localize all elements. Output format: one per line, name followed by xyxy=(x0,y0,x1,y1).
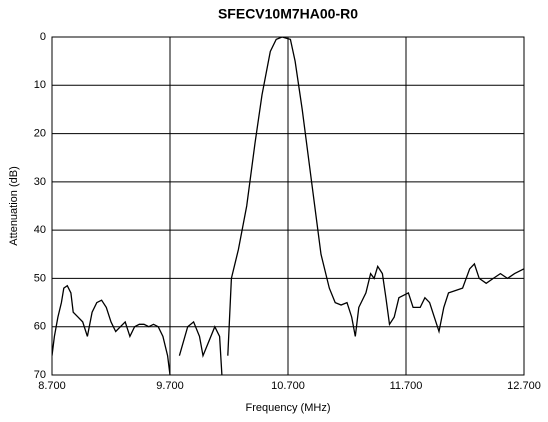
y-tick-label: 0 xyxy=(40,31,46,43)
y-tick-label: 20 xyxy=(34,127,46,139)
chart-title: SFECV10M7HA00-R0 xyxy=(218,6,358,22)
x-tick-label: 10.700 xyxy=(271,380,305,392)
x-tick-label: 12.700 xyxy=(507,380,541,392)
y-axis-label: Attenuation (dB) xyxy=(8,166,20,246)
y-tick-label: 50 xyxy=(34,272,46,284)
x-tick-label: 9.700 xyxy=(156,380,184,392)
x-tick-label: 8.700 xyxy=(38,380,66,392)
y-tick-label: 30 xyxy=(34,176,46,188)
x-axis-label: Frequency (MHz) xyxy=(246,402,331,414)
y-tick-label: 70 xyxy=(34,369,46,381)
x-tick-label: 11.700 xyxy=(390,380,423,392)
y-tick-label: 60 xyxy=(34,321,46,333)
y-tick-label: 40 xyxy=(34,224,46,236)
attenuation-line xyxy=(52,37,524,375)
y-tick-label: 10 xyxy=(34,79,46,91)
